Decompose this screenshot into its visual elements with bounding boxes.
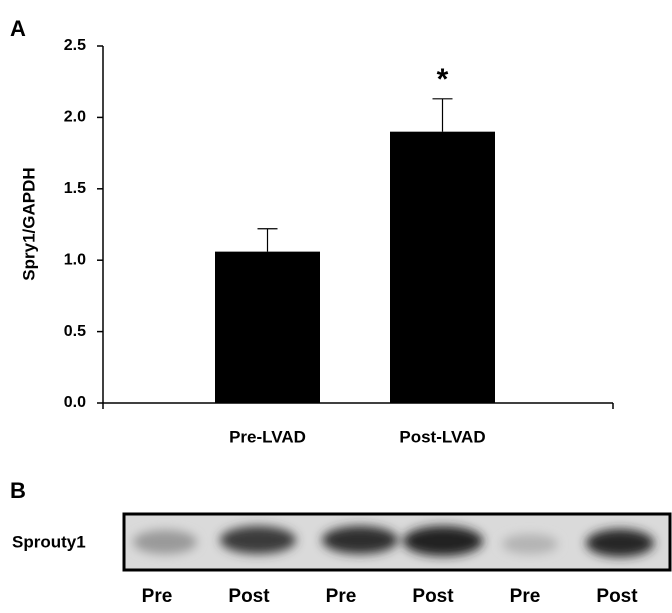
lane-label: Post — [596, 586, 638, 607]
y-tick-label: 2.5 — [64, 37, 86, 54]
blot-label: Sprouty1 — [12, 532, 86, 551]
page: A B Spry1/GAPDH Sprouty1 0.0 0.5 1.0 1.5 2.0… — [0, 0, 672, 613]
x-tick-label: Post-LVAD — [399, 427, 485, 446]
y-tick-label: 0.0 — [64, 394, 86, 411]
lane-label: Pre — [142, 586, 173, 607]
blot — [124, 514, 670, 570]
panel-label: B — [10, 478, 26, 503]
bar — [390, 132, 495, 403]
y-tick-label: 1.5 — [64, 180, 86, 197]
annotation: * — [437, 63, 449, 96]
lane-label: Post — [412, 586, 454, 607]
figure: A B Spry1/GAPDH Sprouty1 0.0 0.5 1.0 1.5 2.0… — [0, 0, 672, 608]
y-axis-label: Spry1/GAPDH — [19, 167, 38, 280]
y-tick-label: 0.5 — [64, 323, 86, 340]
panel-label: A — [10, 16, 26, 41]
lane-label: Pre — [326, 586, 357, 607]
y-tick-label: 1.0 — [64, 251, 86, 268]
lane-label: Pre — [510, 586, 541, 607]
y-tick-label: 2.0 — [64, 109, 86, 126]
x-tick-label: Pre-LVAD — [229, 427, 306, 446]
bar — [215, 252, 320, 403]
lane-label: Post — [228, 586, 270, 607]
